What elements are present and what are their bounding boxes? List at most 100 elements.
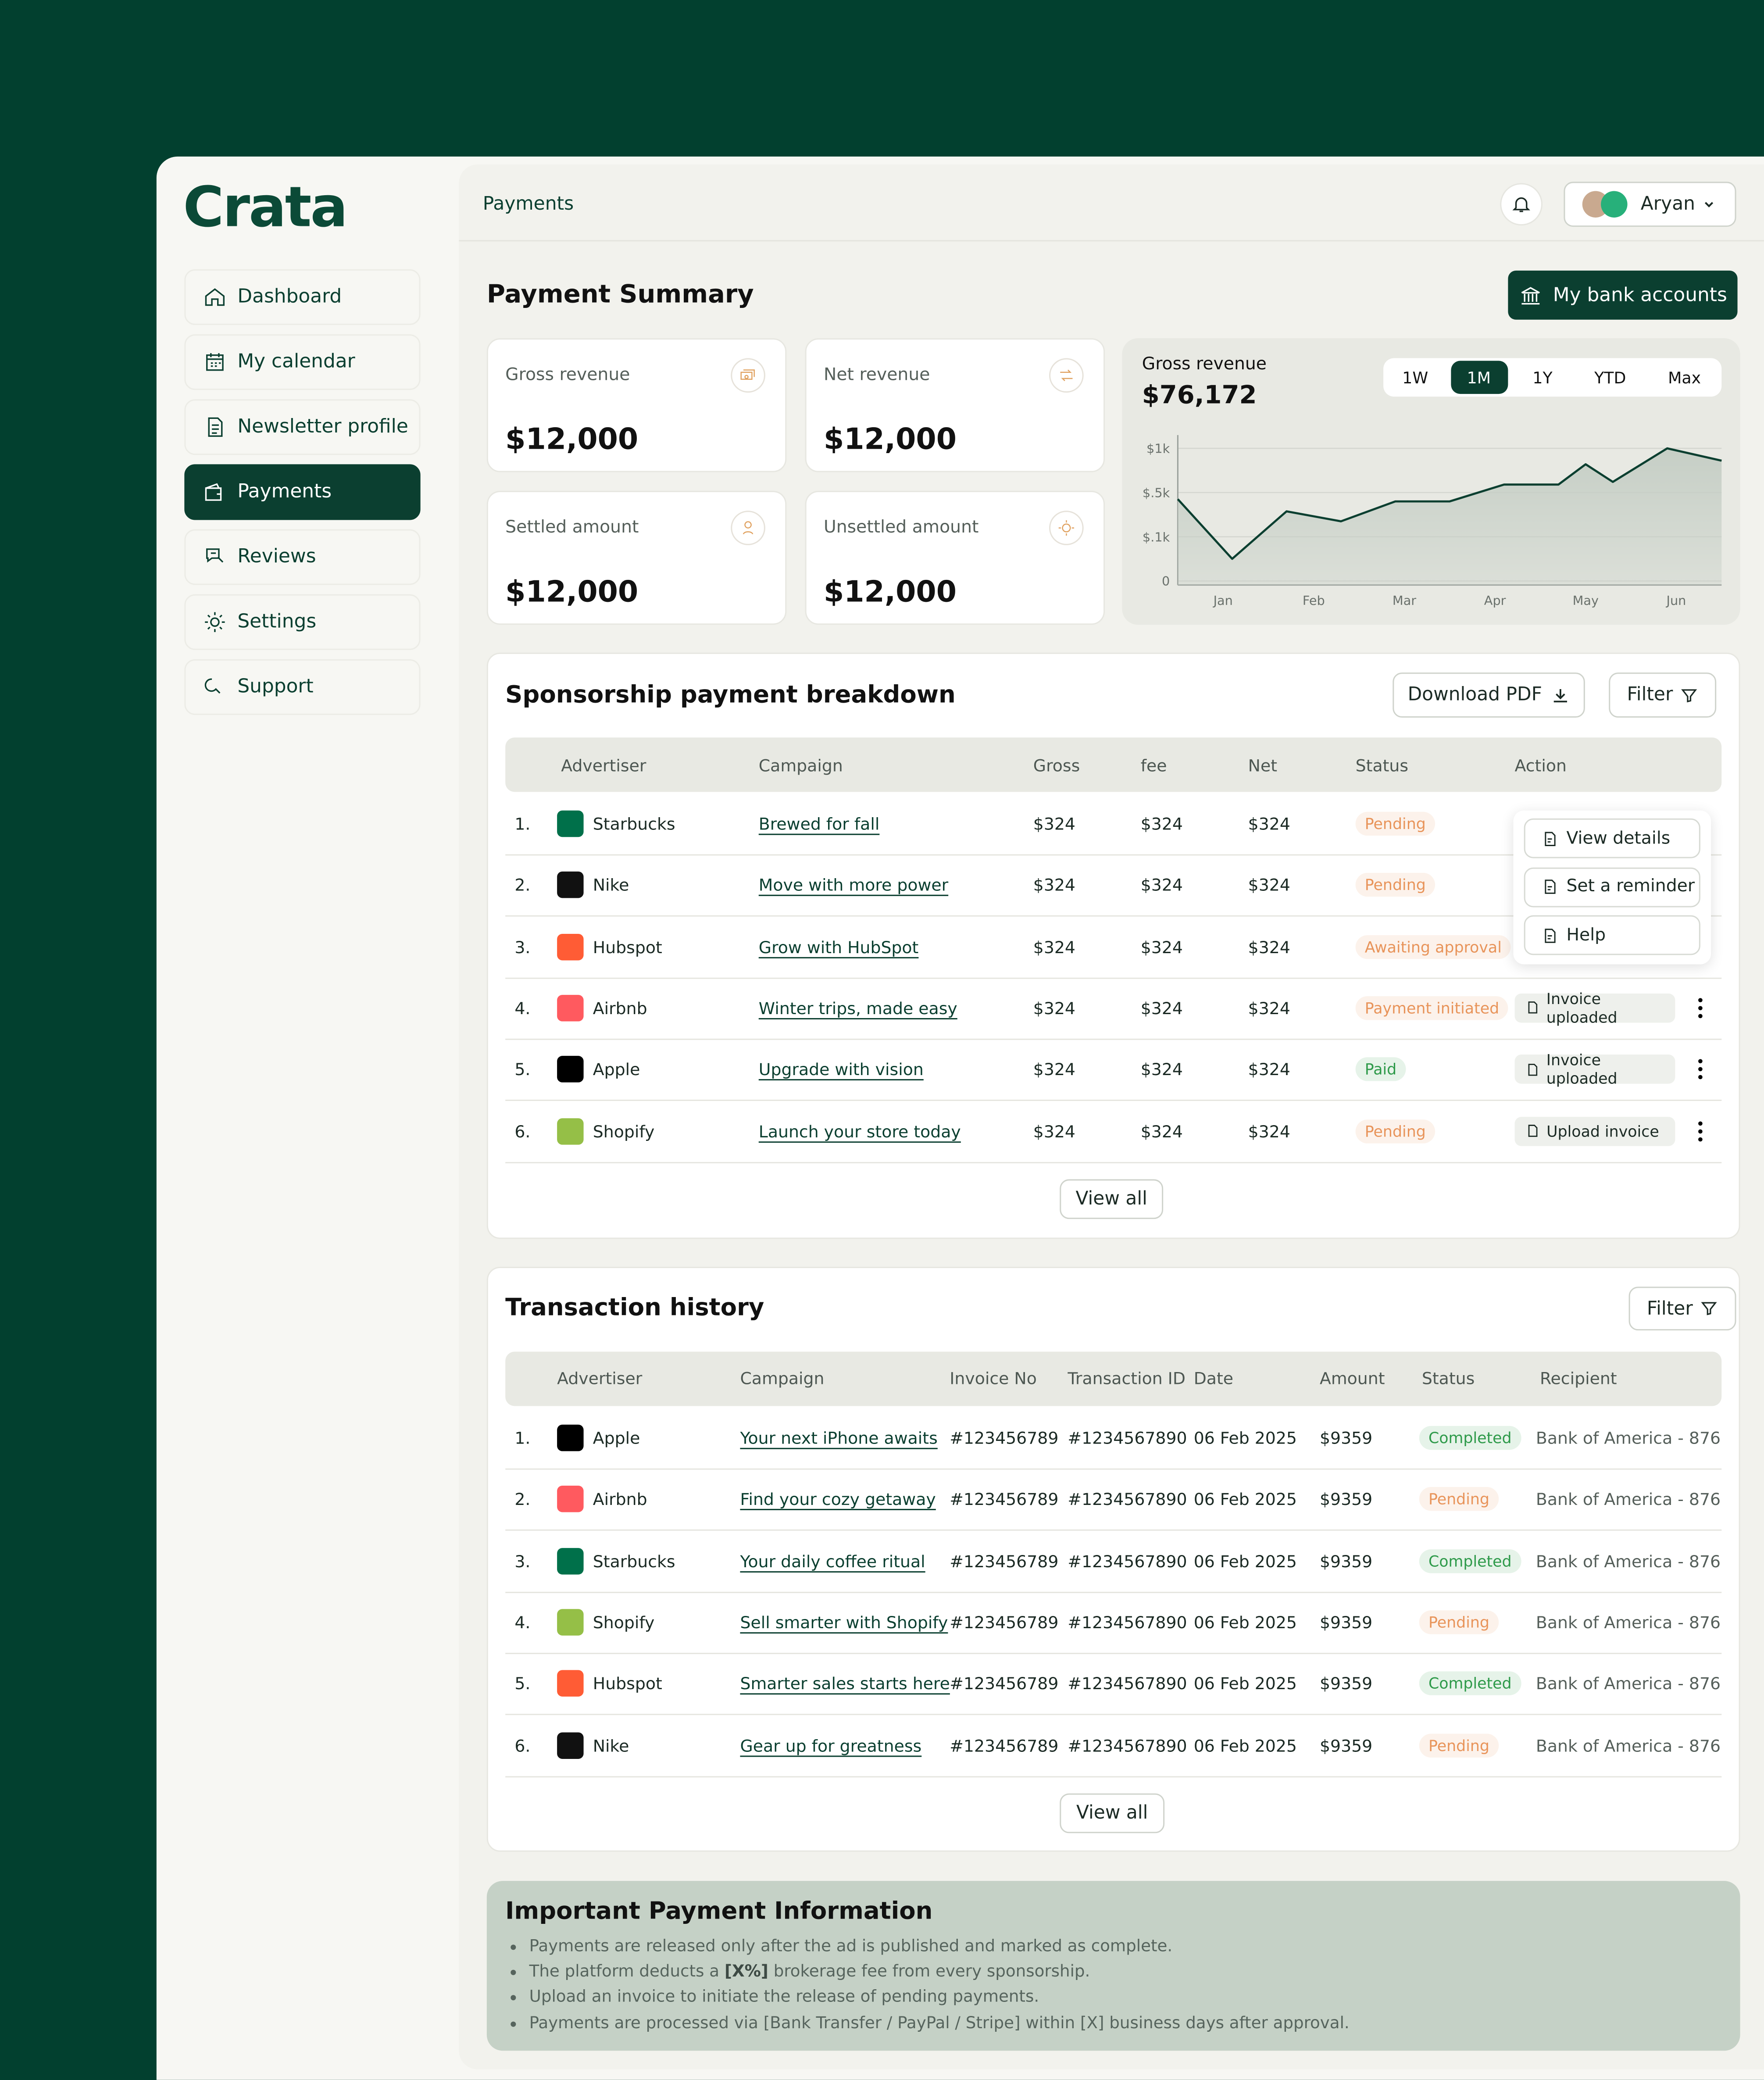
card-icon bbox=[1049, 511, 1084, 545]
net: $324 bbox=[1248, 1121, 1290, 1141]
icon-path bbox=[1528, 1002, 1538, 1014]
campaign-link[interactable]: Smarter sales starts here bbox=[740, 1673, 950, 1694]
notification-button[interactable] bbox=[1500, 183, 1543, 226]
icon-path bbox=[208, 417, 223, 437]
action-button[interactable]: Invoice uploaded bbox=[1514, 990, 1675, 1026]
campaign-link[interactable]: Find your cozy getaway bbox=[740, 1489, 936, 1509]
nav-item[interactable]: Payments bbox=[184, 464, 421, 520]
filter-button[interactable]: Filter bbox=[1628, 1287, 1736, 1331]
icon-path bbox=[1528, 1125, 1538, 1137]
header-divider bbox=[459, 240, 1764, 242]
column-header: Status bbox=[1355, 755, 1409, 776]
menu-item[interactable]: View details bbox=[1524, 818, 1700, 858]
fee: $324 bbox=[1140, 875, 1183, 895]
net: $324 bbox=[1248, 814, 1290, 834]
campaign-link[interactable]: Grow with HubSpot bbox=[758, 936, 919, 957]
icon-path bbox=[205, 288, 225, 306]
nav-icon bbox=[204, 678, 221, 694]
campaign-link[interactable]: Your daily coffee ritual bbox=[740, 1551, 925, 1571]
filter-button[interactable]: Filter bbox=[1609, 672, 1717, 718]
info-list: Payments are released only after the ad … bbox=[505, 1934, 1350, 2036]
transaction-id: #1234567890 bbox=[1068, 1673, 1187, 1694]
icon-path bbox=[205, 612, 225, 632]
nav-item[interactable]: Settings bbox=[184, 594, 421, 650]
date: 06 Feb 2025 bbox=[1193, 1551, 1297, 1571]
campaign-link[interactable]: Move with more power bbox=[758, 875, 949, 895]
menu-item[interactable]: Help bbox=[1524, 915, 1700, 955]
advertiser: Hubspot bbox=[593, 1673, 662, 1694]
dot bbox=[1698, 1121, 1703, 1125]
transaction-id: #1234567890 bbox=[1068, 1612, 1187, 1632]
column-header: fee bbox=[1140, 755, 1167, 776]
nav-item[interactable]: My calendar bbox=[184, 334, 421, 390]
campaign-link[interactable]: Upgrade with vision bbox=[758, 1059, 924, 1079]
more-button[interactable] bbox=[1696, 1059, 1704, 1080]
info-text: [X%] bbox=[724, 1962, 768, 1981]
gross: $324 bbox=[1033, 936, 1075, 957]
download-pdf-button[interactable]: Download PDF bbox=[1393, 672, 1585, 718]
view-all-button[interactable]: View all bbox=[1060, 1793, 1165, 1833]
range-tab[interactable]: 1Y bbox=[1532, 368, 1553, 388]
card-value: $12,000 bbox=[505, 424, 639, 457]
brand-logo: Crata bbox=[183, 174, 348, 239]
campaign-link[interactable]: Sell smarter with Shopify bbox=[740, 1612, 948, 1632]
advertiser-logo bbox=[557, 1608, 584, 1636]
range-tab[interactable]: 1W bbox=[1402, 368, 1428, 388]
info-item: The platform deducts a [X%] brokerage fe… bbox=[529, 1959, 1350, 1985]
nav-label: Reviews bbox=[237, 546, 316, 568]
menu-item[interactable]: Set a reminder bbox=[1524, 867, 1700, 907]
campaign-link[interactable]: Launch your store today bbox=[758, 1121, 961, 1141]
bank-icon bbox=[1521, 286, 1540, 304]
status-badge: Completed bbox=[1419, 1426, 1521, 1450]
more-button[interactable] bbox=[1696, 997, 1704, 1019]
column-header: Advertiser bbox=[557, 1368, 643, 1388]
kebab-icon bbox=[1698, 1059, 1703, 1079]
campaign-link[interactable]: Gear up for greatness bbox=[740, 1735, 922, 1755]
range-tab[interactable]: 1M bbox=[1467, 368, 1491, 388]
dot bbox=[1698, 1006, 1703, 1010]
range-tab-active[interactable] bbox=[1451, 361, 1508, 394]
bank-accounts-button[interactable]: My bank accounts bbox=[1508, 270, 1738, 320]
status-badge: Pending bbox=[1355, 873, 1435, 897]
nav-item[interactable]: Newsletter profile bbox=[184, 399, 421, 455]
nav-item[interactable]: Dashboard bbox=[184, 269, 421, 325]
user-menu[interactable]: Aryan bbox=[1564, 182, 1736, 227]
icon-path bbox=[204, 678, 221, 694]
row-number: 3. bbox=[514, 1551, 531, 1571]
dot bbox=[1698, 1067, 1703, 1072]
action-button[interactable]: Invoice uploaded bbox=[1514, 1051, 1675, 1088]
campaign-link[interactable]: Brewed for fall bbox=[758, 814, 880, 834]
summary-card bbox=[805, 490, 1105, 625]
invoice-number: #123456789 bbox=[950, 1612, 1059, 1632]
info-item: Upload an invoice to initiate the releas… bbox=[529, 1985, 1350, 2010]
campaign-link[interactable]: Your next iPhone awaits bbox=[740, 1428, 938, 1448]
bank-accounts-label: My bank accounts bbox=[1553, 284, 1727, 306]
range-tabs bbox=[1383, 358, 1722, 397]
nav-item[interactable]: Support bbox=[184, 659, 421, 715]
view-all-button[interactable]: View all bbox=[1060, 1179, 1164, 1219]
advertiser-logo bbox=[557, 1670, 584, 1697]
action-button[interactable]: Upload invoice bbox=[1514, 1116, 1675, 1146]
column-header: Status bbox=[1421, 1368, 1475, 1388]
range-tab[interactable]: YTD bbox=[1594, 368, 1626, 388]
nav-item[interactable]: Reviews bbox=[184, 529, 421, 585]
action-icon bbox=[1528, 1063, 1538, 1076]
dot bbox=[1698, 1075, 1703, 1079]
fee: $324 bbox=[1140, 1121, 1183, 1141]
row-divider bbox=[505, 977, 1722, 979]
info-item: Payments are released only after the ad … bbox=[529, 1934, 1350, 1959]
more-button[interactable] bbox=[1696, 1120, 1704, 1141]
gross: $324 bbox=[1033, 1059, 1075, 1079]
campaign-link[interactable]: Winter trips, made easy bbox=[758, 998, 957, 1018]
icon-path bbox=[206, 353, 224, 371]
invoice-number: #123456789 bbox=[950, 1489, 1059, 1509]
date: 06 Feb 2025 bbox=[1193, 1612, 1297, 1632]
card-value: $12,000 bbox=[823, 424, 957, 457]
advertiser: Shopify bbox=[593, 1121, 655, 1141]
info-text: Payments are released only after the ad … bbox=[529, 1937, 1173, 1955]
chevron bbox=[1704, 202, 1714, 207]
transaction-id: #1234567890 bbox=[1068, 1428, 1187, 1448]
summary-card bbox=[486, 490, 787, 625]
range-tab[interactable]: Max bbox=[1668, 368, 1701, 388]
